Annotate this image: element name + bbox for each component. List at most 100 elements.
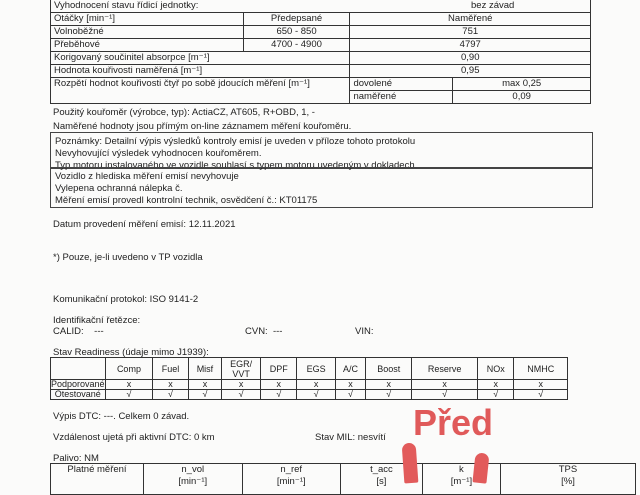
cell: x [513,379,568,390]
cell: x [260,379,298,390]
date-line: Datum provedení měření emisí: 12.11.2021 [53,219,236,230]
table-row: Platné měření n_vol [min⁻¹] n_ref [min⁻¹] … [50,463,636,495]
cell: Naměřené [349,12,591,26]
cell: x [365,379,413,390]
cell: √ [260,389,298,400]
cell: Fuel [152,357,189,380]
rpm-table: Otáčky [min⁻¹] Předepsané Naměřené Volnobě… [49,12,591,104]
cell: DPF [260,357,298,380]
cell: x [477,379,515,390]
cell: k [m⁻¹] [421,463,502,495]
ident-title: Identifikační řetězce: [53,315,141,326]
cell: n_vol [min⁻¹] [143,463,243,495]
note-line: Poznámky: Detailní výpis výsledků kontro… [55,136,416,147]
notes-box: Poznámky: Detailní výpis výsledků kontro… [50,132,593,171]
table-row: naměřené 0,09 [51,90,591,104]
table-row: Rozpětí hodnot kouřivosti čtyř po sobě j… [49,77,591,104]
protocol-line: Komunikační protokol: ISO 9141-2 [53,294,199,305]
note-line: Nevyhovující výsledek vyhodnocen kouřomě… [55,148,262,159]
header-unit: [%] [561,476,575,487]
cell: 4797 [349,38,591,52]
header-label: n_ref [280,464,303,475]
cell: √ [513,389,568,400]
top-row-value: bez závad [471,0,515,11]
cell: √ [104,389,154,400]
cell: 0,09 [452,90,591,104]
meter-line: Použitý kouřoměr (výrobce, typ): ActiaCZ… [53,107,315,118]
cell: Boost [365,357,413,380]
cell: Korigovaný součinitel absorpce [m⁻¹] [49,51,351,65]
result-line: Vylepena ochranná nálepka č. [55,183,183,194]
cell: NOx [477,357,515,380]
cell: √ [365,389,413,400]
result-line: Měření emisí provedl kontrolní technik, … [55,195,318,206]
cell: Misf [187,357,223,380]
cell: x [334,379,367,390]
cell: Platné měření [50,463,144,495]
cell: √ [187,389,223,400]
cell: x [152,379,189,390]
cell: x [411,379,479,390]
readiness-table: Comp Fuel Misf EGR/ VVT DPF EGS A/C Boost Reserv… [50,357,568,400]
cell: Předepsané [242,12,351,26]
cell: √ [477,389,515,400]
result-box: Vozidlo z hlediska měření emisí nevyhovu… [50,167,593,208]
cell: x [104,379,154,390]
cell: n_ref [min⁻¹] [241,463,341,495]
top-row-label: Vyhodnocení stavu řídicí jednotky: [54,0,199,11]
note-line: Typ motoru instalovaného ve vozidle souh… [55,160,415,171]
cell: Comp [104,357,154,380]
hand-drawn-mark [401,442,419,484]
cell: Otáčky [min⁻¹] [50,12,244,26]
table-row: Comp Fuel Misf EGR/ VVT DPF EGS A/C Boost Reserv… [50,357,568,380]
cell: √ [411,389,479,400]
measurement-table: Platné měření n_vol [min⁻¹] n_ref [min⁻¹] … [50,463,636,495]
cvn: CVN: --- [245,326,283,337]
cell: √ [334,389,367,400]
cell: Přeběhové [50,38,244,52]
table-row: Přeběhové 4700 - 4900 4797 [50,38,591,52]
online-line: Naměřené hodnoty jsou přímým on-line záz… [53,121,352,132]
table-row: Volnoběžné 650 - 850 751 [50,25,591,39]
cell: EGS [296,357,336,380]
readiness-title: Stav Readiness (údaje mimo J1939): [53,347,209,358]
cell: 4700 - 4900 [242,38,351,52]
vin: VIN: [355,326,374,337]
header-label: Platné měření [67,464,127,475]
cell: 0,90 [349,51,591,65]
cell: TPS [%] [500,463,636,495]
header-label: TPS [558,464,578,475]
cell: √ [152,389,189,400]
cell: Otestované [50,389,106,400]
cell: 650 - 850 [242,25,351,39]
cell: Volnoběžné [50,25,244,39]
cell: x [221,379,262,390]
header-label: n_vol [181,464,205,475]
table-row: Otáčky [min⁻¹] Předepsané Naměřené [50,12,591,26]
cell: A/C [334,357,367,380]
cell: 751 [349,25,591,39]
footnote: *) Pouze, je-li uvedeno v TP vozidla [53,252,203,263]
header-label: t_acc [370,464,393,475]
cell: naměřené [349,90,454,104]
cell: max 0,25 [452,77,591,91]
header-label: k [459,464,464,475]
cell: x [187,379,223,390]
table-row: Otestované √ √ √ √ √ √ √ √ √ √ √ [50,389,568,400]
calid: CALID: --- [53,326,104,337]
cell: Rozpětí hodnot kouřivosti čtyř po sobě j… [49,77,351,104]
dtc-line: Výpis DTC: ---. Celkem 0 závad. [53,411,190,422]
overlay-annotation: Před [413,402,494,443]
cell: √ [296,389,336,400]
mil-line: Stav MIL: nesvítí [315,432,386,443]
fuel-line: Palivo: NM [53,453,99,464]
cell: x [296,379,336,390]
cell [50,357,106,380]
cell: dovolené [349,77,454,91]
cell: Podporované [50,379,106,390]
cell: 0,95 [349,64,591,78]
cell: √ [221,389,262,400]
cell: Reserve [411,357,479,380]
cell: NMHC [513,357,568,380]
